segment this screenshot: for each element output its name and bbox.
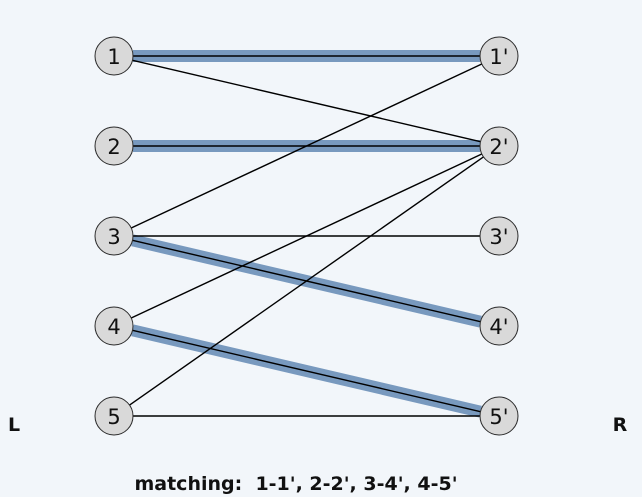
right-node-4p: 4': [479, 306, 519, 346]
edge-4-5p: [132, 329, 481, 413]
left-side-label: L: [8, 414, 20, 436]
edge-1-2p: [132, 59, 481, 143]
edge-layer: [129, 55, 484, 417]
right-node-4p-label: 4': [489, 315, 508, 339]
left-node-3-label: 3: [107, 225, 120, 249]
right-node-1p-circle: [479, 36, 519, 76]
matching-highlight-layer: [131, 50, 482, 418]
left-node-3-circle: [94, 216, 134, 256]
edge-4-2p: [130, 153, 483, 319]
right-node-4p-circle: [479, 306, 519, 346]
right-node-3p-circle: [479, 216, 519, 256]
right-node-2p-label: 2': [489, 135, 508, 159]
right-node-5p-circle: [479, 396, 519, 436]
matching-caption: matching: 1-1', 2-2', 3-4', 4-5': [134, 473, 457, 495]
right-node-5p-label: 5': [489, 405, 508, 429]
left-node-1: 1: [94, 36, 134, 76]
right-node-3p: 3': [479, 216, 519, 256]
left-node-4: 4: [94, 306, 134, 346]
left-node-2-label: 2: [107, 135, 120, 159]
right-node-2p: 2': [479, 126, 519, 166]
left-node-4-circle: [94, 306, 134, 346]
node-layer: 1 2 3 4 5 1' 2' 3' 4' 5': [94, 36, 519, 436]
right-node-1p: 1': [479, 36, 519, 76]
left-node-1-circle: [94, 36, 134, 76]
right-node-5p: 5': [479, 396, 519, 436]
left-node-4-label: 4: [107, 315, 120, 339]
right-side-label: R: [613, 414, 628, 436]
right-node-1p-label: 1': [489, 45, 508, 69]
left-node-3: 3: [94, 216, 134, 256]
left-node-1-label: 1: [107, 45, 120, 69]
left-node-5-circle: [94, 396, 134, 436]
right-node-3p-label: 3': [489, 225, 508, 249]
left-node-5: 5: [94, 396, 134, 436]
edge-5-2p: [129, 156, 484, 406]
right-node-2p-circle: [479, 126, 519, 166]
left-node-5-label: 5: [107, 405, 120, 429]
left-node-2: 2: [94, 126, 134, 166]
left-node-2-circle: [94, 126, 134, 166]
edge-3-1p: [130, 63, 483, 229]
